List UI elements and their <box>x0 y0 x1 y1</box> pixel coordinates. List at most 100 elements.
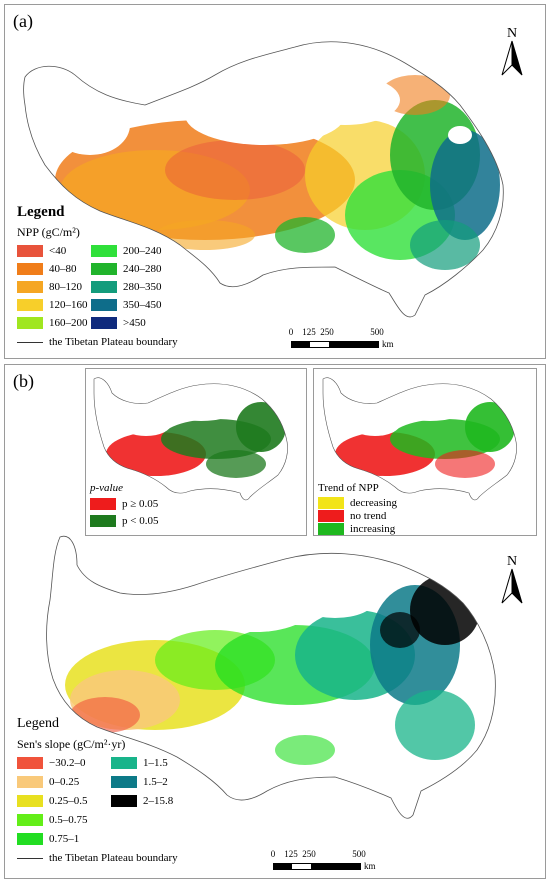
scale-tick: 0 <box>288 327 294 337</box>
legend-item: 200–240 <box>91 245 162 257</box>
legend-swatch <box>17 281 43 293</box>
legend-label: <40 <box>49 245 67 257</box>
legend-item: 40–80 <box>17 263 77 275</box>
legend-label: no trend <box>350 510 387 522</box>
legend-title: Legend <box>17 204 65 220</box>
legend-item: 280–350 <box>91 281 162 293</box>
legend-item: 80–120 <box>17 281 82 293</box>
legend-swatch <box>318 497 344 509</box>
legend-label: 280–350 <box>123 281 162 293</box>
legend-item: 0–0.25 <box>17 776 79 788</box>
legend-swatch <box>90 515 116 527</box>
legend-item: −30.2–0 <box>17 757 85 769</box>
legend-swatch <box>17 317 43 329</box>
legend-swatch <box>91 245 117 257</box>
legend-label: 80–120 <box>49 281 82 293</box>
legend-label: 120–160 <box>49 299 88 311</box>
boundary-label: the Tibetan Plateau boundary <box>49 336 178 348</box>
legend-label: 350–450 <box>123 299 162 311</box>
legend-title: Legend <box>17 716 59 731</box>
legend-item: 120–160 <box>17 299 88 311</box>
scale-unit: km <box>382 339 394 349</box>
scale-bar: 0 125 250 500 km <box>288 327 407 349</box>
scale-tick: 250 <box>302 849 316 859</box>
legend-swatch <box>17 814 43 826</box>
scale-ticks: 0 125 250 500 <box>270 849 389 861</box>
legend-swatch <box>91 281 117 293</box>
legend-label: 2–15.8 <box>143 795 174 807</box>
legend-swatch <box>111 776 137 788</box>
p-value-map <box>93 377 288 501</box>
legend-item: decreasing <box>318 497 397 509</box>
scale-bar: 0 125 250 500 km <box>270 849 389 871</box>
legend-item: 1.5–2 <box>111 776 168 788</box>
panel-label: (b) <box>13 371 34 391</box>
legend-label: 0.75–1 <box>49 833 80 845</box>
legend-label: 1.5–2 <box>143 776 168 788</box>
legend-label: 0–0.25 <box>49 776 80 788</box>
legend-item: 2–15.8 <box>111 795 173 807</box>
legend-item: >450 <box>91 317 146 329</box>
scale-tick: 500 <box>370 327 384 337</box>
north-arrow-icon: N <box>501 554 523 604</box>
legend-item: p ≥ 0.05 <box>90 498 158 510</box>
inset-trend: Trend of NPP decreasing no trend increasin… <box>313 368 537 536</box>
legend-swatch <box>91 263 117 275</box>
legend-swatch <box>17 757 43 769</box>
legend-swatch <box>318 510 344 522</box>
legend-label: 40–80 <box>49 263 77 275</box>
north-label: N <box>507 26 517 41</box>
scale-unit: km <box>364 861 376 871</box>
legend-swatch <box>17 776 43 788</box>
legend-swatch <box>17 833 43 845</box>
legend-label: 0.25–0.5 <box>49 795 88 807</box>
legend-label: 1–1.5 <box>143 757 168 769</box>
boundary-legend: the Tibetan Plateau boundary <box>17 336 178 348</box>
scale-tick: 500 <box>352 849 366 859</box>
legend-item: no trend <box>318 510 386 522</box>
legend-item: 1–1.5 <box>111 757 168 769</box>
legend-item: 0.5–0.75 <box>17 814 88 826</box>
scale-bar-graphic <box>291 340 379 348</box>
scale-tick: 125 <box>302 327 316 337</box>
inset-p-value: p-value p ≥ 0.05 p < 0.05 <box>85 368 307 536</box>
legend-label: 200–240 <box>123 245 162 257</box>
legend-item: 0.25–0.5 <box>17 795 88 807</box>
legend-swatch <box>17 245 43 257</box>
north-label: N <box>507 554 517 569</box>
legend-swatch <box>91 299 117 311</box>
panel-b: (b) p-value p ≥ 0.05 p < 0.05 <box>4 364 546 879</box>
boundary-legend: the Tibetan Plateau boundary <box>17 852 178 864</box>
scale-bar-graphic <box>273 862 361 870</box>
legend-swatch <box>17 299 43 311</box>
legend-label: 160–200 <box>49 317 88 329</box>
npp-map <box>23 41 504 318</box>
panel-a: (a) N <box>4 4 546 359</box>
scale-tick: 125 <box>284 849 298 859</box>
legend-label: 240–280 <box>123 263 162 275</box>
legend-label: −30.2–0 <box>49 757 86 769</box>
boundary-line-icon <box>17 857 43 859</box>
legend-label: >450 <box>123 317 146 329</box>
legend-swatch <box>90 498 116 510</box>
legend-swatch <box>111 795 137 807</box>
trend-map <box>322 377 517 501</box>
legend-label: p ≥ 0.05 <box>122 498 159 510</box>
legend-swatch <box>318 523 344 535</box>
panel-label: (a) <box>13 11 33 31</box>
scale-tick: 0 <box>270 849 276 859</box>
legend-item: 240–280 <box>91 263 162 275</box>
legend-label: 0.5–0.75 <box>49 814 88 826</box>
legend-swatch <box>17 795 43 807</box>
legend-swatch <box>17 263 43 275</box>
legend-label: increasing <box>350 523 396 535</box>
legend-item: 350–450 <box>91 299 162 311</box>
inset-legend-title: Trend of NPP <box>318 482 379 494</box>
legend-swatch <box>91 317 117 329</box>
legend-subtitle: Sen's slope (gC/m²·yr) <box>17 737 126 751</box>
north-arrow-icon: N <box>501 26 523 76</box>
legend-item: 0.75–1 <box>17 833 79 845</box>
scale-tick: 250 <box>320 327 334 337</box>
legend-item: <40 <box>17 245 66 257</box>
legend-swatch <box>111 757 137 769</box>
